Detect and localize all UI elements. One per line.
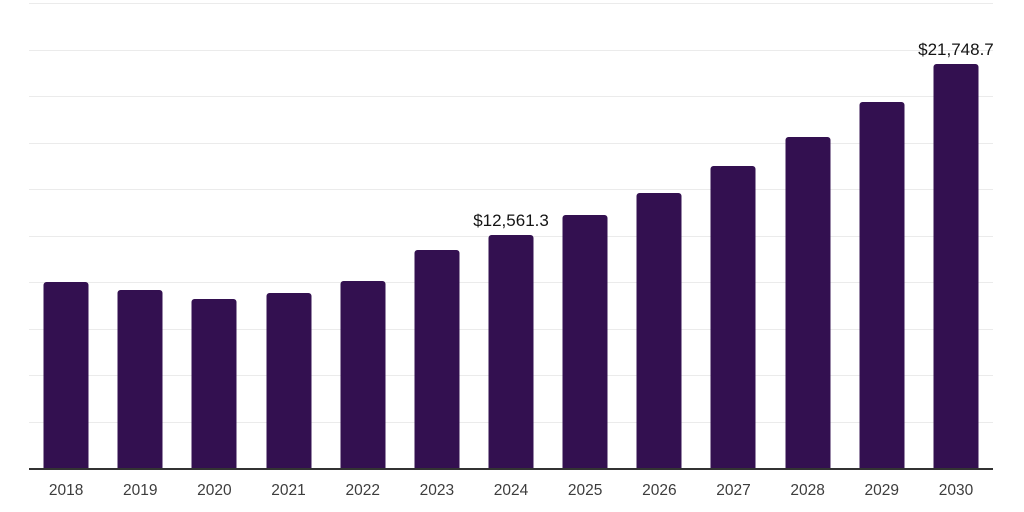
x-axis-tick-label: 2026: [642, 482, 677, 499]
bar: [562, 215, 608, 469]
x-axis-tick-label: 2018: [48, 482, 84, 499]
x-axis-tick-label: 2025: [567, 482, 603, 499]
bar-slot: $12,561.3: [473, 4, 549, 469]
bar: [710, 166, 756, 469]
bar-slot: [326, 4, 400, 469]
x-axis-tick-label: 2019: [122, 482, 158, 499]
bar-slot: $21,748.7: [918, 4, 994, 469]
bar: [191, 298, 237, 469]
x-axis-tick-label: 2030: [938, 482, 974, 499]
bar-slot: [771, 4, 845, 469]
bar: [785, 137, 831, 469]
x-axis-tick-label: 2024: [493, 482, 529, 499]
plot-area: $12,561.3 $21,748.7: [29, 3, 994, 469]
gridline: [29, 49, 993, 51]
x-axis-labels: 2018 2019 2020 2021 2022 2023 2024 2025 2026 2027…: [29, 482, 993, 501]
bar-slot: [177, 4, 251, 469]
bar: [340, 280, 386, 469]
bar-slot: [622, 4, 696, 469]
x-axis-tick-label: 2021: [271, 482, 306, 499]
bar: [43, 282, 89, 469]
gridline: [29, 3, 993, 4]
bar-slot: [29, 4, 103, 469]
bar-slot: [400, 4, 474, 469]
bar: [933, 64, 979, 469]
bar-value-label: $21,748.7: [918, 40, 994, 60]
x-axis-tick-label: 2027: [716, 482, 751, 499]
bar-slot: [845, 4, 919, 469]
gridline: [29, 142, 993, 144]
gridline: [29, 189, 993, 190]
bars: $12,561.3 $21,748.7: [29, 4, 994, 469]
x-axis-tick-label: 2020: [197, 482, 232, 499]
bar-value-label: $12,561.3: [473, 211, 549, 231]
gridline: [29, 96, 993, 97]
bar-slot: [548, 4, 622, 469]
x-axis-tick-label: 2023: [419, 482, 455, 499]
x-axis-line: [29, 468, 993, 470]
bar: [414, 250, 460, 469]
bar: [117, 290, 163, 469]
bar-slot: [103, 4, 177, 469]
bar-slot: [696, 4, 770, 469]
bar-slot: [251, 4, 325, 469]
bar: [636, 192, 682, 469]
bar: [859, 102, 905, 469]
x-axis-tick-label: 2028: [790, 482, 825, 499]
x-axis-tick-label: 2022: [345, 482, 380, 499]
x-axis-tick-label: 2029: [864, 482, 900, 499]
bar: [266, 293, 312, 469]
bar: [488, 235, 534, 469]
